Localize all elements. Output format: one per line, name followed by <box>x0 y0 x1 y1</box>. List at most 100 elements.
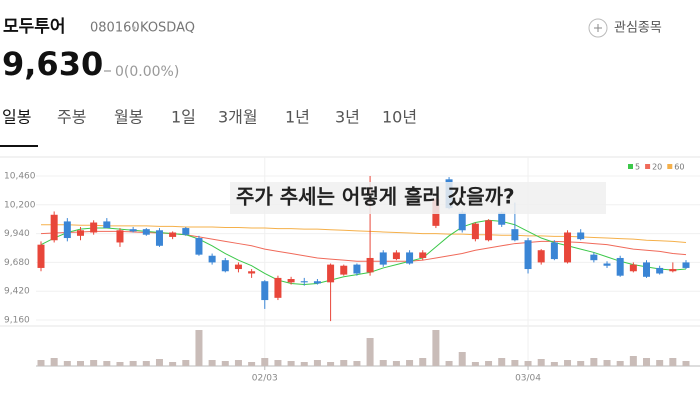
volume-bar <box>63 361 71 366</box>
price: 9,630 <box>2 45 103 83</box>
volume-bar <box>669 358 677 366</box>
candle-body <box>353 264 361 274</box>
candle-body <box>524 240 532 270</box>
candle-body <box>129 229 137 232</box>
candle-body <box>300 281 308 283</box>
volume-bar <box>155 359 163 366</box>
volume-bar <box>458 352 466 366</box>
y-tick-label: 9,680 <box>4 258 30 268</box>
candle-body <box>195 238 203 255</box>
candle-body <box>485 220 493 241</box>
x-tick-label: 02/03 <box>252 374 278 384</box>
candle-body <box>37 244 45 268</box>
candle-body <box>116 230 124 243</box>
volume-bar <box>643 358 651 366</box>
candle-body <box>90 222 98 233</box>
tab[interactable]: 월봉 <box>114 108 143 127</box>
candle-body <box>63 221 71 239</box>
legend-swatch <box>645 164 651 169</box>
candle-body <box>287 279 295 283</box>
candle-body <box>221 260 229 272</box>
candle-body <box>537 250 545 263</box>
volume-bar <box>564 360 572 366</box>
legend-swatch <box>667 164 673 169</box>
candle-body <box>656 267 664 274</box>
candle-body <box>248 271 256 274</box>
annotation-box <box>230 182 606 214</box>
tab[interactable]: 3개월 <box>218 108 258 127</box>
legend-swatch <box>628 164 633 169</box>
candle-body <box>169 232 177 237</box>
volume-bar <box>379 360 387 366</box>
candle-body <box>234 264 242 270</box>
volume-bar <box>550 362 558 366</box>
legend-label: 60 <box>674 163 684 172</box>
candle-body <box>340 265 348 275</box>
candle-body <box>392 252 400 260</box>
volume-bar <box>90 360 98 366</box>
candle-body <box>155 230 163 246</box>
stock-name: 모두투어 <box>3 17 66 37</box>
candle-body <box>261 281 269 301</box>
moving-average-line <box>40 219 687 286</box>
candle-body <box>419 252 427 258</box>
tab[interactable]: 일봉 <box>2 108 31 127</box>
candle-body <box>498 212 506 225</box>
candle-body <box>471 223 479 240</box>
tab[interactable]: 3년 <box>335 108 360 127</box>
price-change: 0(0.00%) <box>115 64 179 80</box>
candle-body <box>208 255 216 263</box>
candle-body <box>50 214 58 241</box>
volume-bar <box>37 360 45 366</box>
volume-bar <box>498 358 506 366</box>
volume-bar <box>485 361 493 366</box>
stock-market: KOSDAQ <box>140 21 195 36</box>
y-tick-label: 10,460 <box>4 172 36 182</box>
volume-bar <box>261 358 269 366</box>
annotation: 주가 추세는 어떻게 흘러 갔을까? <box>236 185 515 209</box>
candle-body <box>379 252 387 265</box>
volume-bar <box>327 362 335 366</box>
volume-bar <box>406 360 414 366</box>
tab-underline <box>0 145 38 147</box>
candle-body <box>669 269 677 272</box>
legend-label: 5 <box>635 163 640 172</box>
volume-bar <box>445 361 453 366</box>
watchlist-label: 관심종목 <box>614 21 662 36</box>
candle-body <box>643 262 651 277</box>
watchlist-button[interactable]: 관심종목 <box>588 18 662 38</box>
candle-body <box>458 212 466 231</box>
candle-body <box>616 257 624 276</box>
volume-bar <box>287 361 295 366</box>
candle-body <box>182 228 190 235</box>
tab[interactable]: 10년 <box>382 108 417 127</box>
moving-average-line <box>40 230 687 262</box>
legend-label: 20 <box>652 163 662 172</box>
volume-bar <box>116 362 124 366</box>
volume-bar <box>129 361 137 366</box>
volume-bar <box>208 360 216 366</box>
candle-body <box>103 221 111 229</box>
plus-icon <box>594 24 602 32</box>
y-tick-label: 10,200 <box>4 200 36 210</box>
volume-bar <box>234 360 242 366</box>
volume-bar <box>353 361 361 366</box>
volume-bar <box>471 362 479 366</box>
candle-body <box>590 254 598 261</box>
volume-bar <box>313 360 321 366</box>
tab[interactable]: 1년 <box>285 108 310 127</box>
plus-icon <box>588 18 608 38</box>
tab[interactable]: 주봉 <box>57 108 86 127</box>
candle-body <box>564 232 572 263</box>
volume-bar <box>511 360 519 366</box>
volume-bar <box>537 359 545 366</box>
volume-bar <box>603 360 611 366</box>
volume-bar <box>103 361 111 366</box>
volume-bar <box>590 358 598 366</box>
tab[interactable]: 1일 <box>171 108 196 127</box>
volume-bar <box>340 360 348 366</box>
candle-body <box>274 277 282 298</box>
volume-bar <box>419 358 427 366</box>
candle-body <box>76 230 84 236</box>
